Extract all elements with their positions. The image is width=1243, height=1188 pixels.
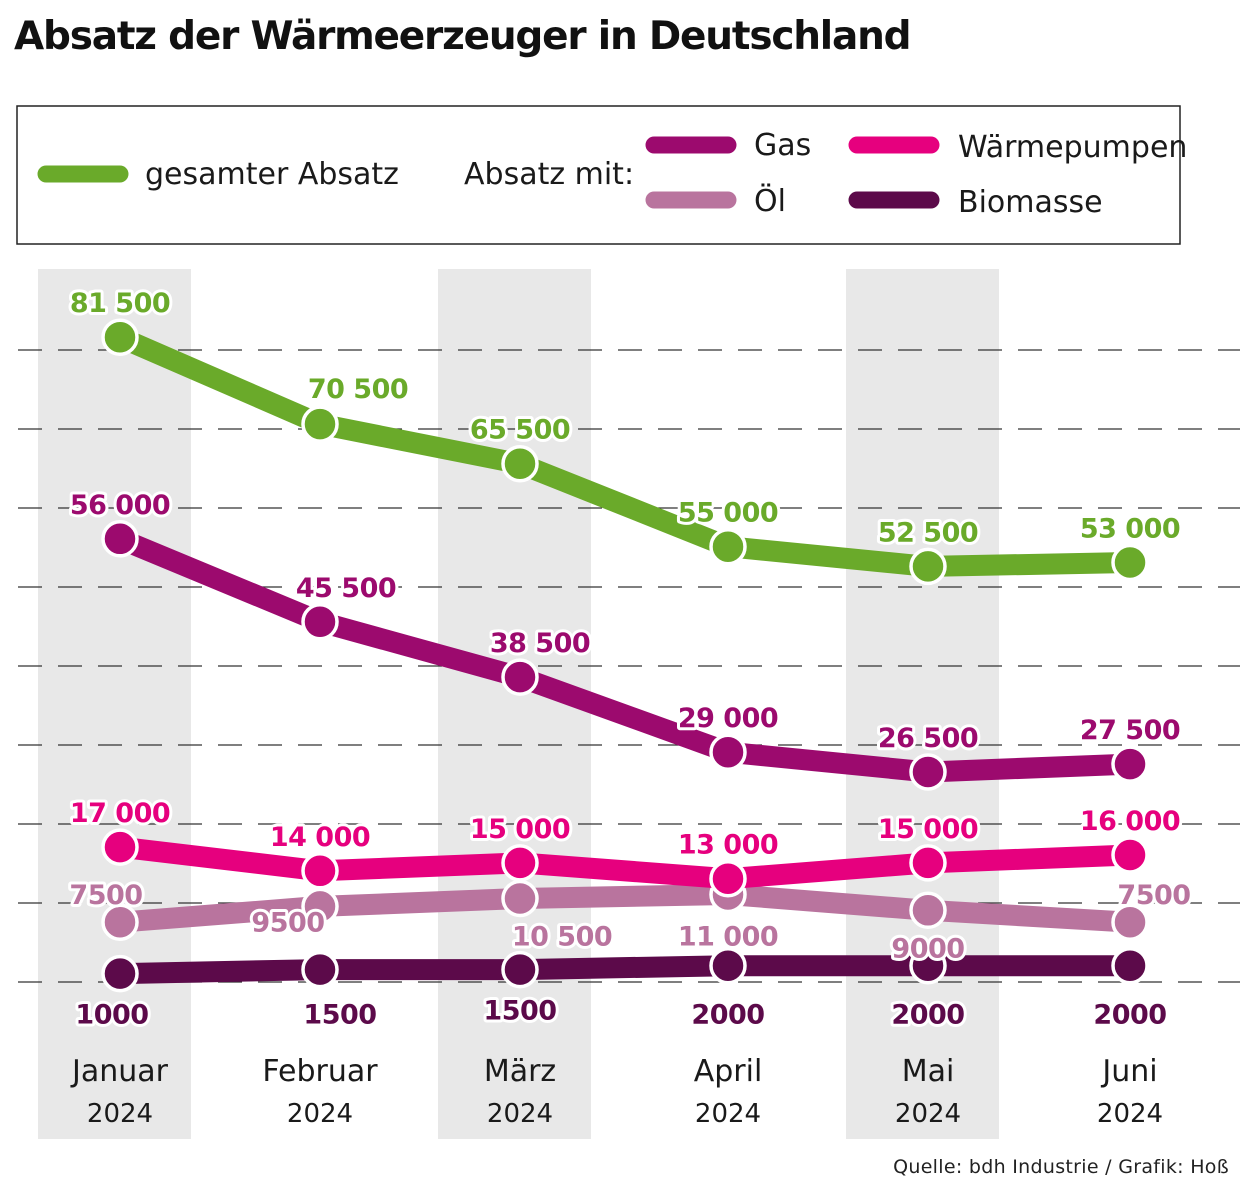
x-label-month: Mai — [902, 1054, 955, 1089]
data-label-gas: 45 500 — [296, 573, 396, 604]
series-line-biomass — [109, 955, 1141, 985]
data-point-gas — [301, 603, 339, 641]
data-point-oil — [501, 879, 539, 918]
data-point-total — [709, 527, 747, 566]
data-point-total — [909, 547, 947, 586]
data-point-heatpump — [1111, 836, 1149, 874]
data-label-gas: 38 500 — [490, 628, 590, 659]
data-point-oil — [909, 891, 947, 930]
data-point-gas — [1111, 745, 1149, 783]
data-point-gas — [101, 520, 139, 558]
data-point-biomass — [1111, 946, 1149, 985]
data-point-heatpump — [301, 852, 339, 890]
series-line-total — [109, 326, 1141, 577]
data-label-oil: 9500 — [251, 907, 324, 938]
data-label-biomass: 1500 — [483, 996, 556, 1027]
series-line-gas — [109, 528, 1141, 783]
x-label-year: 2024 — [695, 1099, 761, 1129]
series-line-heatpump — [109, 836, 1141, 890]
legend: gesamter Absatz Absatz mit: Gas Öl Wärmepump… — [16, 105, 1187, 245]
legend-frame — [16, 105, 1181, 245]
legend-label-oil: Öl — [754, 183, 786, 219]
data-label-gas: 27 500 — [1080, 715, 1180, 746]
data-label-gas: 56 000 — [70, 490, 170, 521]
source-note: Quelle: bdh Industrie / Grafik: Hoß — [893, 1156, 1229, 1178]
data-label-heatpump: 14 000 — [270, 822, 370, 853]
data-point-biomass — [101, 954, 139, 993]
data-label-gas: 26 500 — [878, 723, 978, 754]
data-label-total: 65 500 — [470, 415, 570, 446]
data-point-heatpump — [709, 859, 747, 898]
x-label-year: 2024 — [487, 1099, 553, 1129]
x-label-month: Januar — [70, 1054, 169, 1089]
data-point-biomass — [501, 950, 539, 989]
data-point-gas — [709, 733, 747, 771]
data-labels: 81 500 70 500 65 500 55 000 52 500 53 000 56 0… — [66, 285, 1194, 1033]
x-label-year: 2024 — [895, 1099, 961, 1129]
data-label-biomass: 2000 — [691, 1000, 764, 1031]
data-label-total: 53 000 — [1080, 514, 1180, 545]
chart-title: Absatz der Wärmeerzeuger in Deutschland — [14, 14, 912, 59]
legend-label-biomass: Biomasse — [958, 185, 1103, 220]
data-label-heatpump: 16 000 — [1080, 806, 1180, 837]
month-band — [846, 269, 999, 1139]
x-label-month: Juni — [1100, 1054, 1157, 1089]
data-label-heatpump: 13 000 — [678, 830, 778, 861]
data-point-total — [1111, 543, 1149, 582]
data-point-biomass — [709, 946, 747, 985]
data-point-total — [501, 444, 539, 483]
series-line-oil — [109, 884, 1141, 933]
data-point-heatpump — [909, 844, 947, 882]
x-label-year: 2024 — [87, 1099, 153, 1129]
data-point-total — [301, 405, 339, 443]
data-label-biomass: 1000 — [75, 1000, 148, 1031]
data-point-total — [101, 318, 139, 356]
data-point-biomass — [909, 946, 947, 985]
data-label-total: 81 500 — [70, 288, 170, 319]
data-point-gas — [501, 658, 539, 696]
data-point-heatpump — [101, 828, 139, 866]
data-label-total: 52 500 — [878, 517, 978, 548]
data-label-total: 70 500 — [308, 374, 408, 405]
legend-group-label: Absatz mit: — [464, 157, 634, 192]
data-label-heatpump: 15 000 — [878, 814, 978, 845]
data-label-biomass: 2000 — [1093, 1000, 1166, 1031]
data-point-oil — [101, 903, 139, 941]
legend-label-gas: Gas — [754, 128, 811, 163]
x-label-year: 2024 — [1097, 1099, 1163, 1129]
data-point-gas — [909, 753, 947, 791]
x-label-month: Februar — [262, 1054, 378, 1089]
data-label-oil: 7500 — [69, 880, 142, 911]
x-label-year: 2024 — [287, 1099, 353, 1129]
series-layer — [101, 318, 1149, 993]
legend-label-heatpump: Wärmepumpen — [958, 130, 1187, 165]
data-label-gas: 29 000 — [678, 703, 778, 734]
data-point-oil — [1111, 903, 1149, 941]
x-label-month: April — [694, 1054, 763, 1089]
data-label-total: 55 000 — [678, 498, 778, 529]
data-label-biomass: 1500 — [303, 1000, 376, 1031]
data-label-oil: 7500 — [1117, 880, 1190, 911]
data-label-heatpump: 15 000 — [470, 814, 570, 845]
x-label-month: März — [484, 1054, 556, 1089]
data-label-oil: 11 000 — [678, 922, 778, 953]
x-axis-labels: Januar 2024 Februar 2024 März 2024 April 2024 Ma… — [70, 1054, 1163, 1129]
month-band — [38, 269, 191, 1139]
data-label-biomass: 2000 — [891, 1000, 964, 1031]
data-label-heatpump: 17 000 — [70, 798, 170, 829]
data-label-oil: 10 500 — [512, 922, 612, 953]
data-label-oil: 9000 — [891, 933, 964, 964]
data-point-biomass — [301, 950, 339, 989]
data-point-heatpump — [501, 844, 539, 882]
legend-label-total: gesamter Absatz — [145, 157, 399, 192]
